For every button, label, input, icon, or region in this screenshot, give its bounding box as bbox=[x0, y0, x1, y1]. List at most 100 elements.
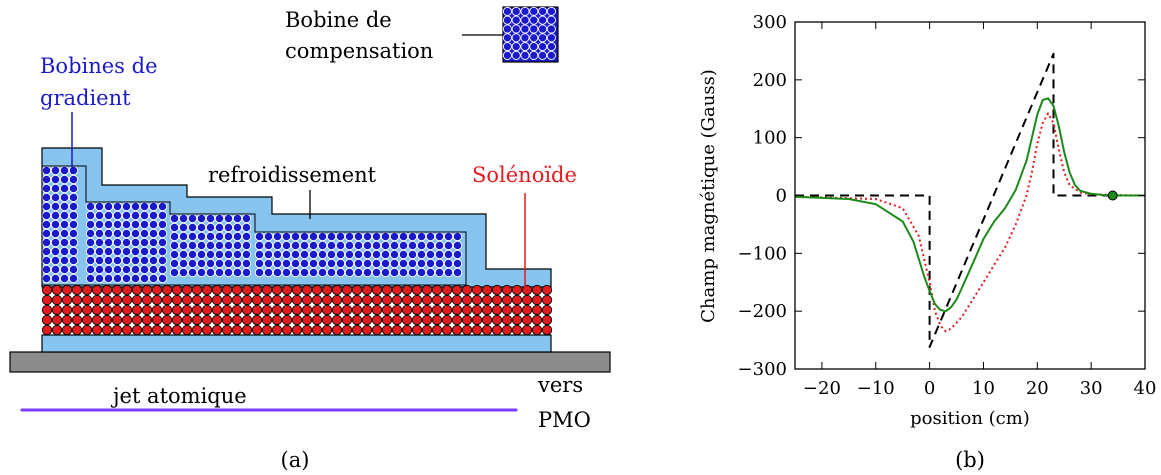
gradient-winding bbox=[50, 183, 61, 194]
gradient-winding bbox=[196, 231, 207, 242]
gradient-winding bbox=[362, 258, 373, 269]
solenoid-winding bbox=[171, 294, 183, 306]
gradient-winding bbox=[112, 228, 123, 239]
x-tick-label: 30 bbox=[1080, 378, 1103, 399]
solenoid-winding bbox=[271, 284, 283, 296]
solenoid-winding bbox=[131, 294, 143, 306]
solenoid-winding bbox=[491, 284, 503, 296]
solenoid-winding bbox=[61, 324, 73, 336]
solenoid-winding bbox=[511, 284, 523, 296]
gradient-winding bbox=[50, 192, 61, 203]
solenoid-winding bbox=[311, 314, 323, 326]
solenoid-winding bbox=[451, 304, 463, 316]
gradient-winding bbox=[130, 255, 141, 266]
gradient-winding bbox=[263, 258, 274, 269]
gradient-winding bbox=[50, 219, 61, 230]
solenoid-winding bbox=[481, 284, 493, 296]
chart-series bbox=[794, 52, 1146, 348]
gradient-winding bbox=[232, 213, 243, 224]
gradient-winding bbox=[416, 258, 427, 269]
solenoid-winding bbox=[501, 284, 513, 296]
solenoid-winding bbox=[501, 304, 513, 316]
gradient-winding bbox=[59, 264, 70, 275]
gradient-winding bbox=[281, 258, 292, 269]
compensation-winding bbox=[502, 15, 512, 25]
solenoid-winding bbox=[441, 304, 453, 316]
solenoid-winding bbox=[381, 304, 393, 316]
gradient-winding bbox=[178, 240, 189, 251]
gradient-winding bbox=[148, 237, 159, 248]
gradient-winding bbox=[94, 246, 105, 257]
compensation-winding bbox=[502, 6, 512, 16]
solenoid-winding bbox=[401, 314, 413, 326]
gradient-winding bbox=[59, 246, 70, 257]
solenoid-winding bbox=[381, 294, 393, 306]
gradient-winding bbox=[103, 228, 114, 239]
y-tick-label: 100 bbox=[753, 128, 787, 149]
gradient-winding bbox=[68, 273, 79, 284]
solenoid-winding bbox=[501, 314, 513, 326]
solenoid-winding bbox=[541, 314, 553, 326]
solenoid-winding bbox=[451, 284, 463, 296]
gradient-winding bbox=[68, 183, 79, 194]
solenoid-winding bbox=[361, 314, 373, 326]
gradient-winding bbox=[103, 255, 114, 266]
gradient-winding bbox=[196, 249, 207, 260]
solenoid-winding bbox=[141, 284, 153, 296]
solenoid-winding bbox=[51, 284, 63, 296]
solenoid-winding bbox=[351, 294, 363, 306]
solenoid-winding bbox=[161, 284, 173, 296]
solenoid-winding bbox=[431, 284, 443, 296]
solenoid-winding bbox=[531, 294, 543, 306]
solenoid-winding bbox=[541, 324, 553, 336]
solenoid-winding bbox=[61, 314, 73, 326]
gradient-winding bbox=[326, 231, 337, 242]
solenoid-winding bbox=[401, 304, 413, 316]
gradient-winding bbox=[299, 249, 310, 260]
gradient-winding bbox=[205, 249, 216, 260]
gradient-winding bbox=[326, 258, 337, 269]
solenoid-winding bbox=[141, 324, 153, 336]
gradient-winding bbox=[214, 249, 225, 260]
solenoid-winding bbox=[331, 304, 343, 316]
gradient-winding bbox=[41, 192, 52, 203]
compensation-winding bbox=[546, 24, 556, 34]
gradient-winding bbox=[59, 192, 70, 203]
destination-label-line1: vers bbox=[537, 373, 583, 397]
solenoid-winding bbox=[151, 294, 163, 306]
gradient-winding bbox=[362, 267, 373, 278]
gradient-winding bbox=[281, 267, 292, 278]
gradient-winding bbox=[85, 237, 96, 248]
solenoid-winding bbox=[261, 304, 273, 316]
solenoid-winding bbox=[421, 314, 433, 326]
solenoid-winding bbox=[361, 324, 373, 336]
gradient-winding bbox=[371, 267, 382, 278]
solenoid-winding bbox=[351, 304, 363, 316]
compensation-winding bbox=[529, 24, 539, 34]
gradient-winding bbox=[130, 246, 141, 257]
gradient-winding bbox=[214, 231, 225, 242]
gradient-winding bbox=[371, 249, 382, 260]
gradient-winding bbox=[254, 231, 265, 242]
solenoid-winding bbox=[371, 284, 383, 296]
gradient-winding bbox=[299, 231, 310, 242]
gradient-winding bbox=[68, 255, 79, 266]
gradient-winding bbox=[68, 174, 79, 185]
gradient-winding bbox=[68, 246, 79, 257]
solenoid-winding bbox=[261, 314, 273, 326]
solenoid-winding bbox=[201, 284, 213, 296]
solenoid-winding bbox=[391, 304, 403, 316]
gradient-winding bbox=[112, 273, 123, 284]
gradient-winding bbox=[59, 228, 70, 239]
solenoid-winding bbox=[511, 304, 523, 316]
solenoid-winding bbox=[231, 294, 243, 306]
gradient-winding bbox=[59, 183, 70, 194]
gradient-winding bbox=[178, 213, 189, 224]
gradient-winding bbox=[308, 267, 319, 278]
gradient-winding bbox=[416, 231, 427, 242]
solenoid-winding bbox=[471, 304, 483, 316]
solenoid-winding bbox=[191, 294, 203, 306]
gradient-winding bbox=[214, 240, 225, 251]
solenoid-winding bbox=[531, 284, 543, 296]
gradient-winding bbox=[299, 267, 310, 278]
